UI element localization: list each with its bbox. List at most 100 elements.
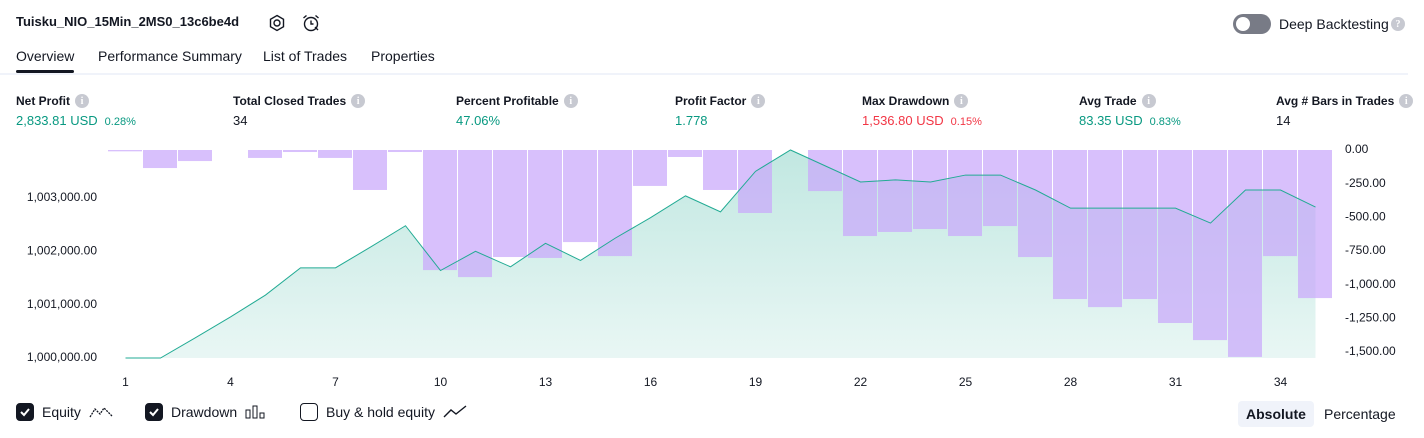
tab[interactable]: Performance Summary — [98, 48, 242, 64]
stat-value: 34 — [233, 113, 248, 128]
drawdown-bar — [143, 150, 177, 169]
info-icon[interactable]: i — [751, 94, 766, 108]
alert-icon[interactable] — [301, 13, 321, 33]
drawdown-bar — [318, 150, 352, 158]
drawdown-bar — [283, 150, 317, 153]
tab[interactable]: List of Trades — [263, 48, 348, 64]
stat-value-row: 1,536.80 USD 0.15% — [862, 113, 982, 128]
drawdown-bar — [1158, 150, 1192, 323]
drawdown-bar — [1298, 150, 1332, 299]
drawdown-bar — [108, 150, 142, 152]
info-icon[interactable]: i — [563, 94, 578, 108]
tab[interactable]: Properties — [371, 48, 435, 64]
x-tick-label: 1 — [122, 375, 129, 389]
stat-label-row: Total Closed Trades i — [233, 93, 366, 109]
stat-label: Avg # Bars in Trades — [1276, 94, 1395, 108]
info-icon[interactable]: i — [351, 94, 366, 108]
drawdown-bar — [633, 150, 667, 186]
stat-label-row: Avg Trade i — [1079, 93, 1181, 109]
drawdown-bar — [913, 150, 947, 230]
stat-label-row: Max Drawdown i — [862, 93, 982, 109]
y2-tick-label: -1,250.00 — [1345, 310, 1396, 324]
legend-item[interactable]: Drawdown — [145, 403, 267, 421]
stat-value: 2,833.81 USD — [16, 113, 98, 128]
y2-tick-label: -250.00 — [1345, 176, 1386, 190]
stat: Percent Profitable i 47.06% — [456, 93, 578, 128]
drawdown-bar — [1018, 150, 1052, 258]
stat-label: Max Drawdown — [862, 94, 950, 108]
legend-icon — [89, 405, 113, 419]
settings-icon[interactable] — [268, 14, 286, 32]
stat-value-row: 34 — [233, 113, 365, 128]
y2-tick-label: -1,500.00 — [1345, 344, 1396, 358]
x-tick-label: 19 — [749, 375, 763, 389]
x-tick-label: 25 — [959, 375, 973, 389]
drawdown-bar — [703, 150, 737, 190]
legend-label: Equity — [42, 404, 81, 420]
strategy-title: Tuisku_NIO_15Min_2MS0_13c6be4d — [16, 14, 240, 29]
drawdown-bar — [248, 150, 282, 158]
y-tick-label: 1,003,000.00 — [27, 190, 97, 204]
drawdown-bar — [1263, 150, 1297, 257]
stat-percent: 0.83% — [1149, 116, 1181, 128]
stat: Net Profit i 2,833.81 USD 0.28% — [16, 93, 136, 128]
x-tick-label: 10 — [434, 375, 448, 389]
drawdown-bar — [353, 150, 387, 190]
legend-icon — [443, 405, 467, 419]
x-tick-label: 34 — [1274, 375, 1288, 389]
drawdown-bar — [1123, 150, 1157, 300]
stat: Max Drawdown i 1,536.80 USD 0.15% — [862, 93, 982, 128]
checkbox[interactable] — [16, 403, 34, 421]
info-icon[interactable]: i — [954, 94, 969, 108]
drawdown-bar — [528, 150, 562, 258]
info-icon[interactable]: i — [1141, 94, 1156, 108]
drawdown-bar — [843, 150, 877, 237]
info-icon[interactable]: i — [75, 94, 89, 108]
drawdown-bar — [983, 150, 1017, 227]
stat-percent: 0.28% — [104, 116, 136, 128]
stat-value: 1,536.80 USD — [862, 113, 944, 128]
drawdown-bar — [423, 150, 457, 271]
tab-divider — [0, 73, 1408, 75]
drawdown-bar — [388, 150, 422, 153]
drawdown-bar — [1193, 150, 1227, 341]
stat-value-row: 47.06% — [456, 113, 578, 128]
stat-value-row: 2,833.81 USD 0.28% — [16, 113, 136, 128]
legend-icon — [245, 405, 267, 419]
drawdown-bar — [1228, 150, 1262, 357]
y2-tick-label: -500.00 — [1345, 209, 1386, 223]
checkbox[interactable] — [145, 403, 163, 421]
y-tick-label: 1,002,000.00 — [27, 244, 97, 258]
x-tick-label: 31 — [1169, 375, 1183, 389]
stat: Total Closed Trades i 34 — [233, 93, 366, 128]
drawdown-bar — [178, 150, 212, 162]
legend-item[interactable]: Equity — [16, 403, 113, 421]
view-mode[interactable]: Percentage — [1324, 406, 1396, 422]
legend-item[interactable]: Buy & hold equity — [300, 403, 467, 421]
deep-backtesting-toggle[interactable] — [1233, 14, 1271, 34]
stat-label-row: Net Profit i — [16, 93, 136, 109]
legend-label: Buy & hold equity — [326, 404, 435, 420]
stat-label-row: Percent Profitable i — [456, 93, 578, 109]
chart: 1,000,000.00 1,001,000.00 1,002,000.00 1,00… — [27, 142, 1396, 389]
view-mode[interactable]: Absolute — [1238, 401, 1314, 427]
stat: Profit Factor i 1.778 — [675, 93, 766, 128]
tab[interactable]: Overview — [16, 48, 75, 73]
stat-value: 47.06% — [456, 113, 501, 128]
stat-label: Avg Trade — [1079, 94, 1137, 108]
stat-value: 1.778 — [675, 113, 708, 128]
drawdown-bar — [948, 150, 982, 237]
x-tick-label: 22 — [854, 375, 868, 389]
drawdown-bar — [598, 150, 632, 257]
stat: Avg # Bars in Trades i 14 — [1276, 93, 1414, 128]
stat-label: Percent Profitable — [456, 94, 559, 108]
checkbox[interactable] — [300, 403, 318, 421]
drawdown-bar — [493, 150, 527, 258]
drawdown-bar — [878, 150, 912, 232]
stat-value-row: 83.35 USD 0.83% — [1079, 113, 1181, 128]
info-icon[interactable]: i — [1399, 94, 1414, 108]
drawdown-bar — [668, 150, 702, 158]
stat-value: 14 — [1276, 113, 1291, 128]
help-icon[interactable]: ? — [1391, 17, 1405, 31]
